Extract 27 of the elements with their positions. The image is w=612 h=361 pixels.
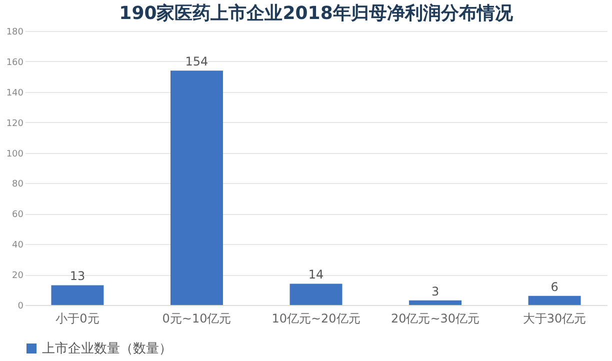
y-tick-label: 140	[6, 88, 24, 98]
x-tick-label: 0元~10亿元	[162, 312, 232, 326]
x-tick-label: 10亿元~20亿元	[272, 312, 360, 326]
data-label: 6	[550, 280, 558, 294]
y-tick-label: 120	[6, 118, 24, 129]
bar	[290, 284, 342, 305]
chart-title: 190家医药上市企业2018年归母净利润分布情况	[119, 3, 514, 24]
y-tick-label: 0	[18, 302, 24, 312]
y-tick-label: 80	[12, 180, 24, 190]
data-label: 3	[431, 284, 440, 298]
y-tick-label: 40	[12, 240, 24, 251]
y-tick-label: 180	[6, 28, 24, 38]
x-tick-label: 20亿元~30亿元	[390, 312, 480, 326]
data-label: 154	[185, 54, 208, 69]
legend-label: 上市企业数量（数量）	[42, 342, 172, 356]
bar	[528, 296, 581, 305]
bar	[170, 70, 223, 305]
y-tick-label: 60	[12, 210, 24, 220]
y-tick-label: 160	[6, 58, 24, 68]
x-tick-label: 大于30亿元	[522, 312, 586, 326]
bar	[409, 300, 462, 305]
data-label: 13	[70, 269, 86, 284]
y-tick-label: 20	[12, 271, 24, 282]
data-label: 14	[308, 268, 324, 282]
x-tick-label: 小于0元	[56, 312, 100, 326]
bar	[51, 285, 104, 305]
y-tick-label: 100	[6, 149, 24, 160]
